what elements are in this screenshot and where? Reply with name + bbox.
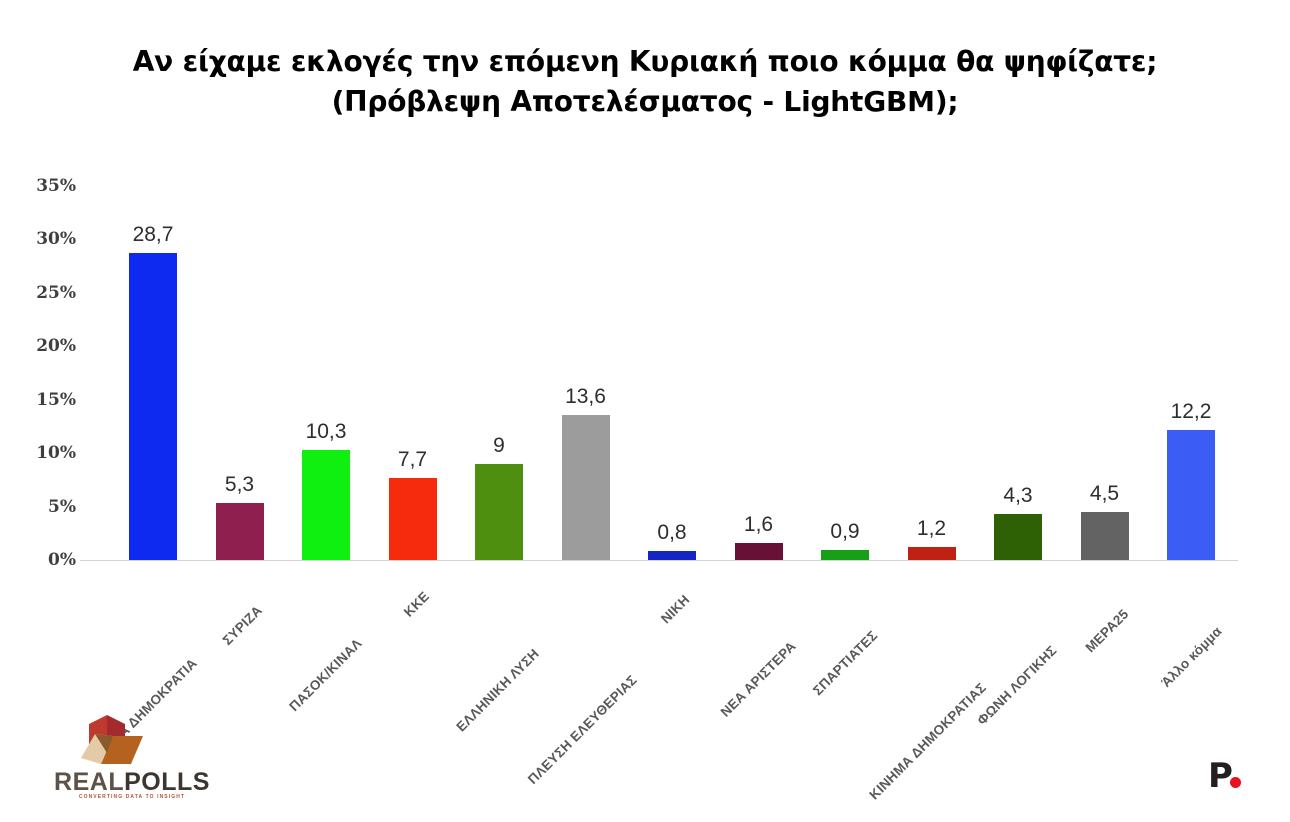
x-axis-category-label: ΣΥΡΙΖΑ: [219, 602, 265, 648]
bar[interactable]: [215, 503, 264, 560]
chart-title-line-1: Αν είχαμε εκλογές την επόμενη Κυριακή πο…: [132, 45, 1158, 78]
bar-value-label: 4,3: [1003, 484, 1033, 508]
bar-value-label: 0,9: [830, 520, 860, 544]
bar[interactable]: [821, 550, 869, 560]
bar-slot: 0,8: [629, 186, 715, 560]
bar[interactable]: [561, 414, 610, 560]
bar-slot: 4,5: [1062, 186, 1148, 560]
bar[interactable]: [1167, 429, 1215, 560]
bar-slot: 7,7: [370, 186, 456, 560]
chart-title: Αν είχαμε εκλογές την επόμενη Κυριακή πο…: [0, 42, 1290, 122]
bar-slot: 1,2: [889, 186, 975, 560]
x-axis-category-label: ΣΠΑΡΤΙΑΤΕΣ: [809, 627, 881, 699]
bar-slot: 4,3: [975, 186, 1061, 560]
bar[interactable]: [648, 551, 696, 560]
y-axis-tick-label: 5%: [48, 496, 76, 517]
x-axis-category-label: ΠΑΣΟΚ/ΚΙΝΑΛ: [286, 635, 365, 715]
bar-slot: 9: [456, 186, 542, 560]
bar-value-label: 13,6: [565, 384, 606, 408]
x-axis-category-label: ΚΙΝΗΜΑ ΔΗΜΟΚΡΑΤΙΑΣ: [865, 679, 989, 803]
y-axis-tick-label: 20%: [36, 336, 76, 357]
bar[interactable]: [388, 477, 437, 560]
bar-value-label: 1,2: [916, 517, 947, 541]
axis-baseline: [80, 560, 1238, 561]
bar-value-label: 10,3: [305, 419, 347, 443]
bar-slot: 12,2: [1148, 186, 1234, 560]
bar-slot: 10,3: [283, 186, 369, 560]
y-axis-tick-label: 25%: [36, 282, 76, 303]
realpolls-logo-mark: [73, 714, 149, 770]
x-axis-category-label: ΜΕΡΑ25: [1082, 606, 1131, 656]
chart-plot-area: 0% 5% 10% 15% 20% 25% 30% 35% 28,7 5,3 10,3 7,7 9 13…: [36, 176, 1238, 802]
bar-value-label: 12,2: [1170, 399, 1212, 423]
bar-value-label: 9: [493, 433, 505, 457]
bar[interactable]: [1080, 511, 1129, 560]
bar-slot: 13,6: [543, 186, 629, 560]
bar[interactable]: [994, 514, 1042, 560]
bar[interactable]: [302, 449, 350, 560]
p-logo-dot-icon: [1230, 777, 1241, 788]
bar-value-label: 28,7: [132, 223, 174, 247]
x-axis-category-label: ΚΚΕ: [400, 588, 432, 620]
x-axis-category-label: Άλλο κόμμα: [1158, 623, 1225, 690]
bar-slot: 5,3: [197, 186, 283, 560]
bar[interactable]: [129, 253, 177, 560]
realpolls-tagline: CONVERTING DATA TO INSIGHT: [78, 794, 186, 800]
y-axis-tick-label: 0%: [48, 550, 76, 570]
bar-value-label: 4,5: [1089, 481, 1120, 505]
bar-value-label: 5,3: [224, 473, 255, 497]
realpolls-wordmark: REALPOLLS: [47, 770, 217, 795]
y-axis-tick-label: 15%: [36, 389, 76, 410]
bar-value-label: 7,7: [397, 447, 428, 471]
p-logo-letter: P: [1208, 756, 1233, 796]
p-logo: P: [1208, 756, 1256, 796]
bar[interactable]: [734, 542, 783, 560]
bar[interactable]: [907, 547, 956, 560]
x-axis-category-label: ΕΛΛΗΝΙΚΗ ΛΥΣΗ: [453, 645, 542, 735]
y-axis-tick-label: 10%: [36, 443, 76, 464]
bar-slot: 0,9: [802, 186, 888, 560]
x-axis-category-label: ΦΩΝΗ ΛΟΓΙΚΗΣ: [974, 642, 1060, 729]
y-axis-tick-label: 35%: [36, 176, 76, 196]
realpolls-word-polls: POLLS: [124, 768, 210, 796]
bar-value-label: 0,8: [657, 521, 687, 545]
y-axis-tick-label: 30%: [36, 229, 76, 250]
bar-slot: 1,6: [716, 186, 802, 560]
x-axis-category-label: ΠΛΕΥΣΗ ΕΛΕΥΘΕΡΙΑΣ: [524, 672, 640, 788]
realpolls-logo: REALPOLLS CONVERTING DATA TO INSIGHT: [47, 714, 217, 802]
realpolls-word-real: REAL: [54, 768, 125, 796]
x-axis-category-label: ΝΙΚΗ: [657, 591, 693, 627]
bar[interactable]: [475, 463, 523, 560]
x-axis-category-label: ΝΕΑ ΑΡΙΣΤΕΡΑ: [717, 638, 799, 720]
bar-slot: 28,7: [110, 186, 196, 560]
bar-value-label: 1,6: [743, 512, 774, 536]
chart-title-line-2: (Πρόβλεψη Αποτελέσματος - LightGBM);: [331, 84, 959, 118]
